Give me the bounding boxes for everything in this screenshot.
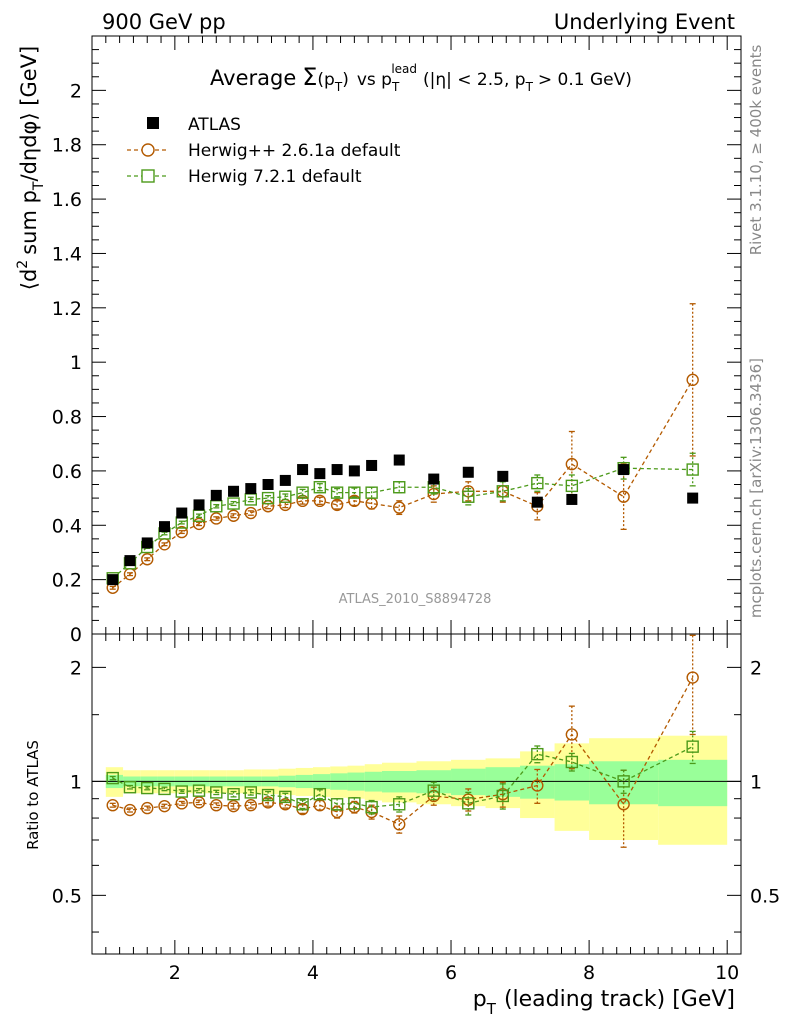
x-tick-label: 8 — [583, 962, 595, 984]
x-tick-label: 6 — [445, 962, 457, 984]
atlas-point — [349, 465, 360, 476]
atlas-point — [618, 464, 629, 475]
atlas-point — [107, 574, 118, 585]
atlas-point — [280, 475, 291, 486]
y-tick-label: 0.8 — [52, 407, 82, 429]
atlas-point — [428, 474, 439, 485]
legend-label-herwig7: Herwig 7.2.1 default — [188, 167, 362, 187]
y-tick-label: 2 — [70, 80, 82, 102]
ratio-band-inner — [451, 769, 486, 795]
atlas-point — [194, 499, 205, 510]
ratio-y-tick-label-right: 2 — [750, 657, 762, 679]
atlas-point — [176, 508, 187, 519]
legend-label-atlas: ATLAS — [188, 115, 241, 135]
ratio-y-tick-label-left: 2 — [70, 657, 82, 679]
y-tick-label: 1 — [70, 352, 82, 374]
analysis-watermark: ATLAS_2010_S8894728 — [339, 592, 492, 607]
top-right-label: Underlying Event — [554, 10, 735, 34]
atlas-point — [211, 490, 222, 501]
y-tick-label: 0.6 — [52, 461, 82, 483]
top-left-label: 900 GeV pp — [102, 10, 226, 34]
y-tick-label: 1.8 — [52, 135, 82, 157]
ratio-y-tick-label-left: 1 — [70, 771, 82, 793]
atlas-point — [159, 521, 170, 532]
atlas-point — [332, 464, 343, 475]
atlas-point — [687, 493, 698, 504]
ratio-y-tick-label-right: 0.5 — [750, 885, 780, 907]
legend-marker-herwig7 — [142, 170, 154, 182]
atlas-point — [366, 460, 377, 471]
chart: 900 GeV pp Underlying Event 2 4 6 8 10 0 0.2 0.… — [0, 0, 786, 1024]
legend-marker-atlas — [147, 117, 159, 129]
rivet-version-label: Rivet 3.1.10, ≥ 400k events — [747, 45, 765, 256]
atlas-point — [497, 471, 508, 482]
atlas-point — [228, 486, 239, 497]
atlas-point — [314, 468, 325, 479]
y-tick-label: 1.4 — [52, 243, 82, 265]
legend-marker-herwigpp — [142, 144, 154, 156]
legend-label-herwigpp: Herwig++ 2.6.1a default — [188, 141, 401, 161]
atlas-point — [532, 497, 543, 508]
atlas-point — [394, 455, 405, 466]
atlas-point — [463, 467, 474, 478]
mcplots-reference-label: mcplots.cern.ch [arXiv:1306.3436] — [747, 358, 765, 618]
y-tick-label: 1.2 — [52, 298, 82, 320]
y-tick-label: 0 — [70, 624, 82, 646]
atlas-point — [142, 537, 153, 548]
x-tick-label: 10 — [715, 962, 739, 984]
x-tick-label: 2 — [169, 962, 181, 984]
ratio-y-tick-label-right: 1 — [750, 771, 762, 793]
y-tick-label: 0.4 — [52, 515, 82, 537]
y-tick-label: 0.2 — [52, 570, 82, 592]
x-tick-label: 4 — [307, 962, 319, 984]
ratio-y-axis-label: Ratio to ATLAS — [24, 740, 42, 850]
y-tick-label: 1.6 — [52, 189, 82, 211]
atlas-point — [297, 464, 308, 475]
atlas-point — [566, 494, 577, 505]
atlas-point — [263, 479, 274, 490]
ratio-band-inner — [658, 760, 727, 806]
ratio-y-tick-label-left: 0.5 — [52, 885, 82, 907]
atlas-point — [245, 483, 256, 494]
atlas-point — [124, 555, 135, 566]
